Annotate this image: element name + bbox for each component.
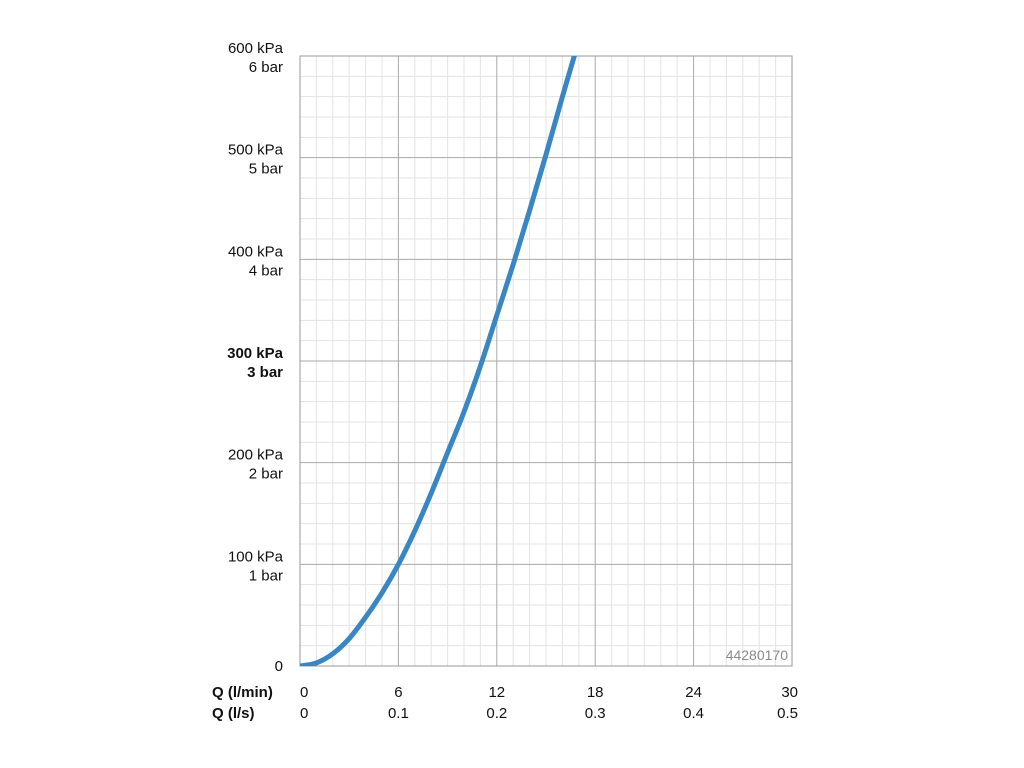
x-tick-label-row2: 0.1 — [388, 705, 409, 722]
y-tick-label-bar: 1 bar — [249, 567, 283, 584]
y-axis-ticks: 0 100 kPa 1 bar 200 kPa 2 bar 300 kPa 3 bar 400… — [227, 40, 284, 675]
y-tick-label-bar: 3 bar — [247, 364, 283, 381]
x-tick-label-row1: 24 — [685, 684, 702, 701]
series-group — [300, 56, 577, 666]
y-tick-label-kpa: 600 kPa — [228, 40, 284, 57]
x-tick-label-row2: 0.2 — [486, 705, 507, 722]
x-axis-title-lmin: Q (l/min) — [212, 684, 273, 701]
y-tick-label-kpa: 300 kPa — [227, 345, 284, 362]
x-tick-label-row1: 12 — [488, 684, 505, 701]
plot-frame — [299, 55, 793, 667]
x-tick-label-row2: 0.4 — [683, 705, 704, 722]
x-tick-label-row1: 18 — [587, 684, 604, 701]
y-tick-label-kpa: 500 kPa — [228, 142, 284, 159]
y-tick-label-kpa: 200 kPa — [228, 447, 284, 464]
y-tick-label-bar: 6 bar — [249, 59, 283, 76]
x-axis-ticks: 0 6 12 18 24 30 0 0.1 0.2 0.3 0.4 0.5 — [300, 684, 798, 722]
x-tick-label-row2: 0 — [300, 705, 308, 722]
y-tick-label-bar: 5 bar — [249, 161, 283, 178]
y-tick-label-bar: 2 bar — [249, 466, 283, 483]
y-tick-label-kpa: 0 — [275, 658, 283, 675]
x-tick-label-row2: 0.5 — [777, 705, 798, 722]
series-line-0 — [300, 56, 577, 666]
y-tick-label-kpa: 400 kPa — [228, 243, 284, 260]
x-axis-title-ls: Q (l/s) — [212, 705, 255, 722]
x-tick-label-row1: 6 — [394, 684, 402, 701]
x-tick-label-row2: 0.3 — [585, 705, 606, 722]
y-tick-label-kpa: 100 kPa — [228, 548, 284, 565]
x-tick-label-row1: 30 — [781, 684, 798, 701]
product-code-label: 44280170 — [726, 647, 789, 663]
x-tick-label-row1: 0 — [300, 684, 308, 701]
y-tick-label-bar: 4 bar — [249, 262, 283, 279]
